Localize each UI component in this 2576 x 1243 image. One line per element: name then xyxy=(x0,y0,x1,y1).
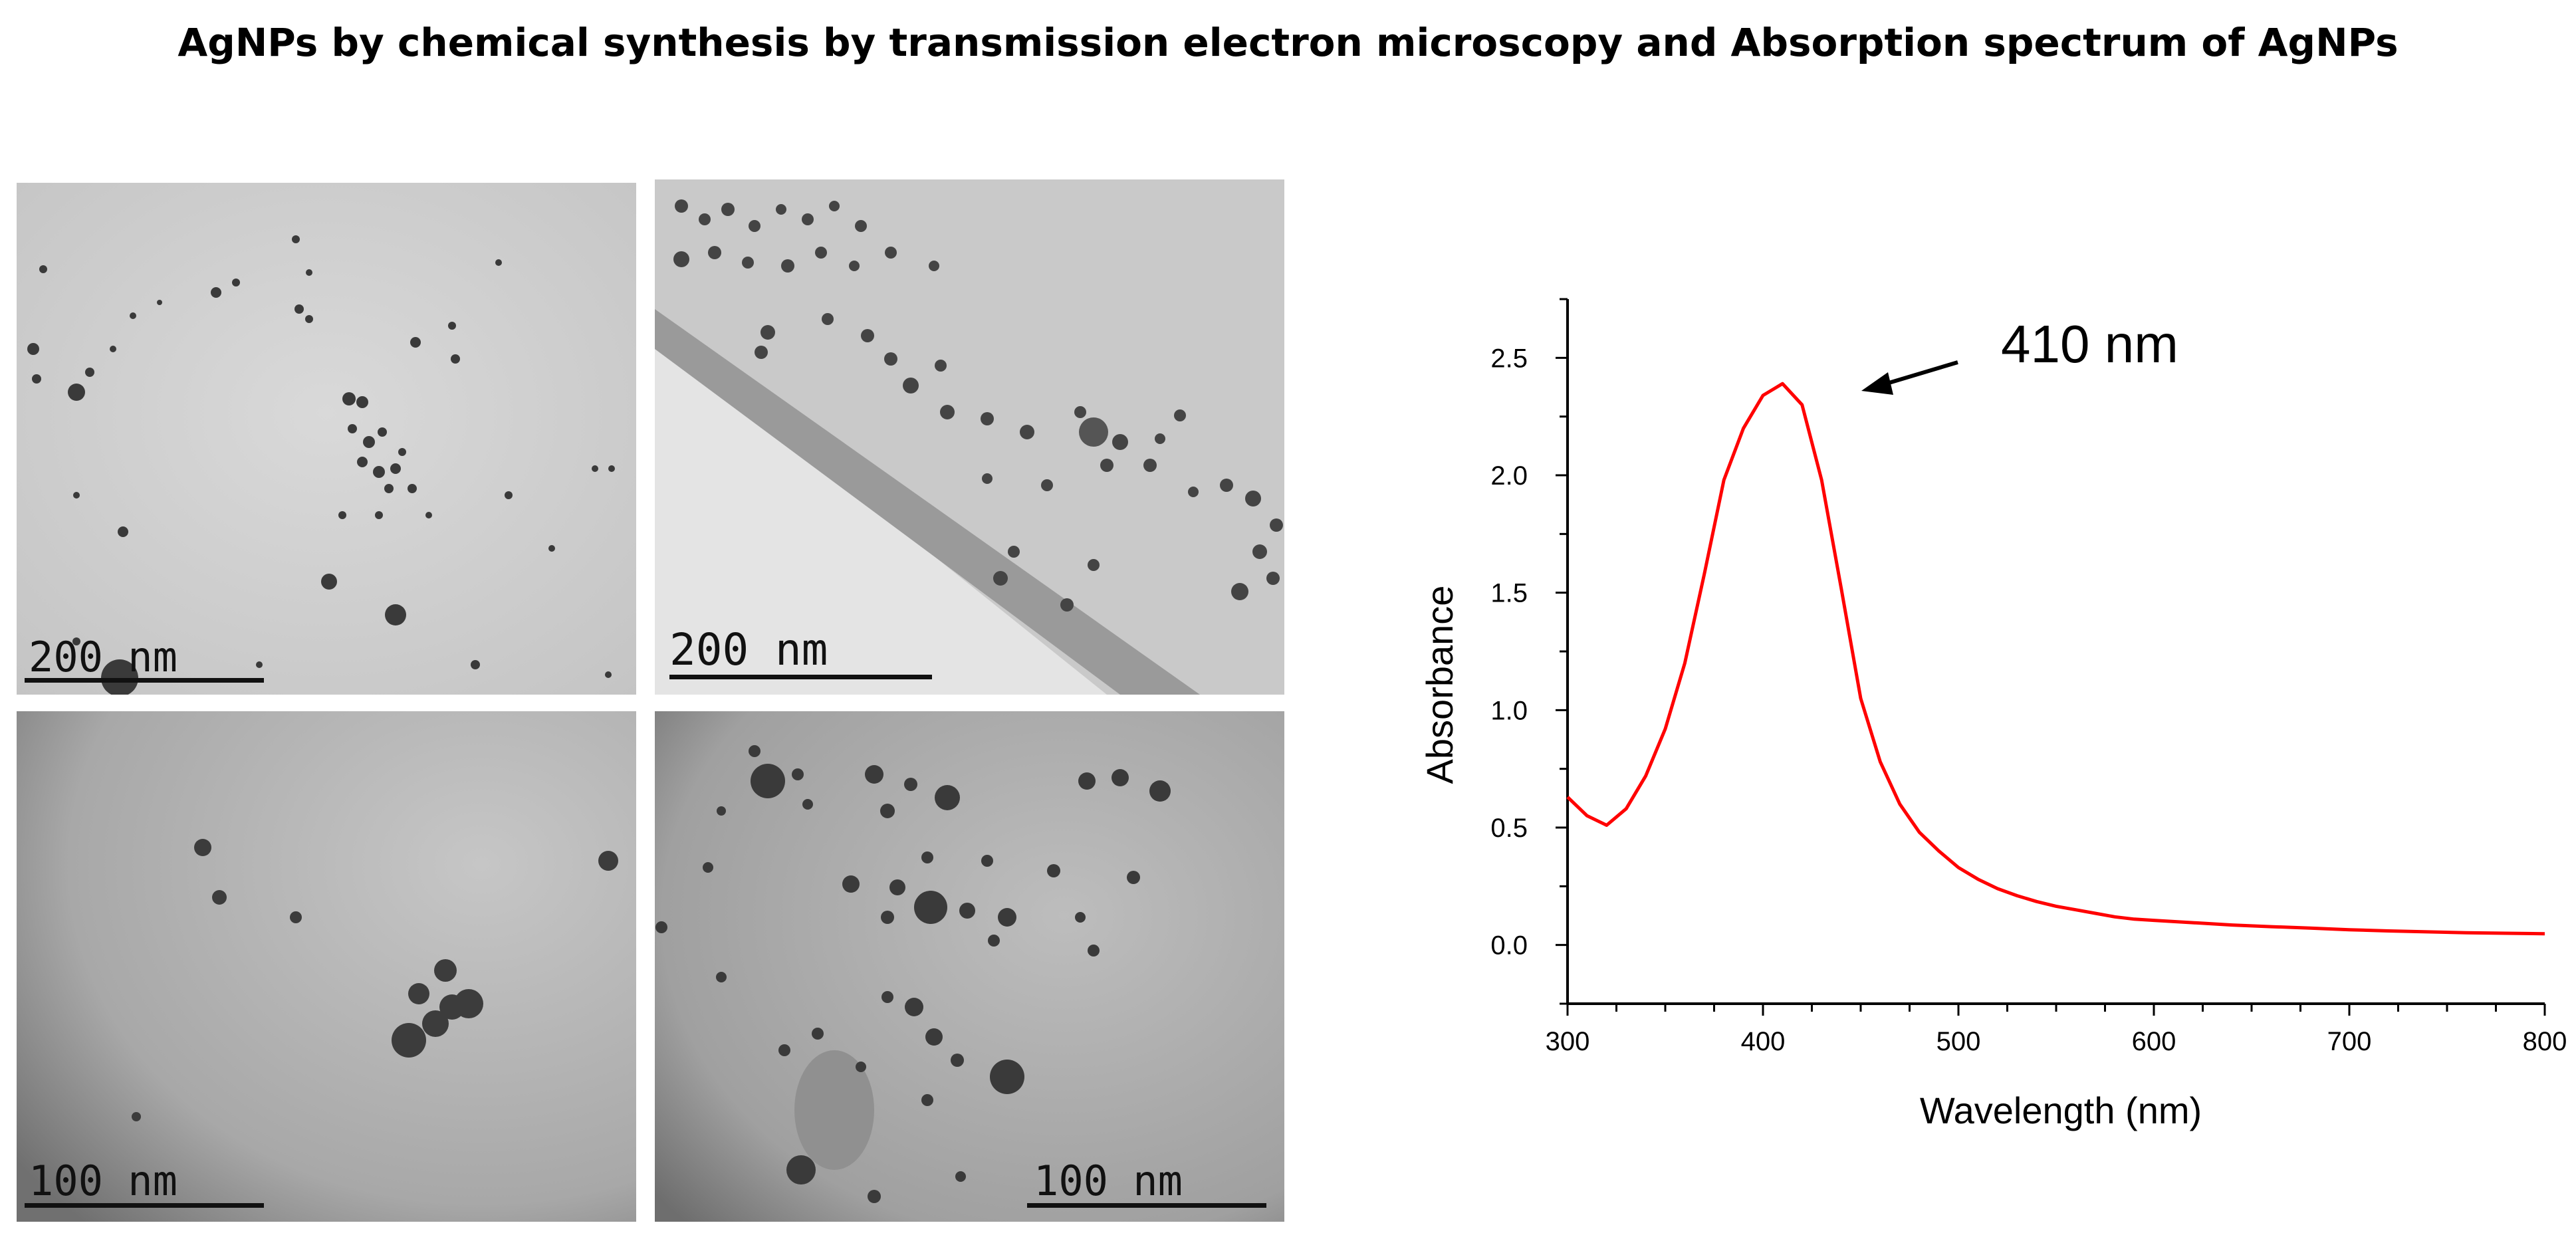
x-tick-label: 300 xyxy=(1546,1027,1590,1056)
tem-image-top-left: 200 nm xyxy=(17,183,636,695)
chart-series xyxy=(1566,382,2545,936)
tem-image-bottom-right: 100 nm xyxy=(655,711,1284,1222)
y-axis-label: Absorbance xyxy=(1419,586,1461,784)
x-tick-label: 700 xyxy=(2327,1027,2372,1056)
y-tick-label: 2.0 xyxy=(1490,461,1528,491)
y-tick-label: 0.0 xyxy=(1490,931,1528,960)
chart-ticks: 300 400 500 600 700 800 0.0 0.5 1.0 1.5 2.0 2.5 xyxy=(1490,298,2567,1056)
chart-axes xyxy=(1566,299,2545,1005)
x-tick-label: 500 xyxy=(1936,1027,1981,1056)
y-tick-label: 0.5 xyxy=(1490,814,1528,843)
x-axis-label: Wavelength (nm) xyxy=(1920,1089,2202,1131)
spectrum-series-line xyxy=(1566,382,2545,936)
peak-annotation-arrow xyxy=(1861,360,1958,395)
peak-annotation-label: 410 nm xyxy=(2001,314,2178,374)
scale-bar-label-top-right: 200 nm xyxy=(669,624,828,675)
scale-bar-label-bottom-right: 100 nm xyxy=(1034,1157,1183,1205)
tem-image-top-right: 200 nm xyxy=(655,179,1284,695)
figure-title: AgNPs by chemical synthesis by transmiss… xyxy=(177,20,2399,65)
x-tick-label: 400 xyxy=(1741,1027,1786,1056)
y-tick-label: 2.5 xyxy=(1490,344,1528,373)
x-tick-label: 800 xyxy=(2523,1027,2567,1056)
tem-image-bottom-left: 100 nm xyxy=(17,711,636,1222)
y-tick-label: 1.0 xyxy=(1490,696,1528,725)
y-tick-label: 1.5 xyxy=(1490,579,1528,608)
x-tick-label: 600 xyxy=(2132,1027,2176,1056)
scale-bar-label-top-left: 200 nm xyxy=(29,633,177,681)
scale-bar-label-bottom-left: 100 nm xyxy=(29,1157,177,1205)
